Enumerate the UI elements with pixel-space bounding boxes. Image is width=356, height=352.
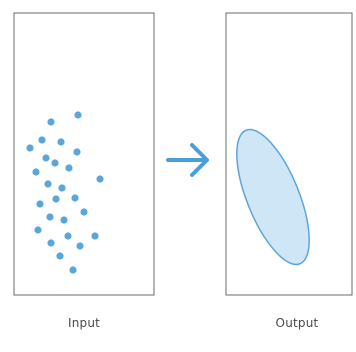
input-panel xyxy=(13,12,155,296)
input-point xyxy=(74,111,82,119)
input-point xyxy=(71,194,79,202)
input-point xyxy=(58,184,66,192)
input-point xyxy=(64,232,72,240)
input-point xyxy=(32,168,40,176)
input-point xyxy=(91,232,99,240)
input-point xyxy=(46,213,54,221)
input-points xyxy=(26,111,104,274)
input-point xyxy=(76,242,84,250)
output-ellipse xyxy=(236,128,310,266)
input-point xyxy=(52,195,60,203)
input-point xyxy=(36,200,44,208)
input-point xyxy=(44,180,52,188)
input-point xyxy=(65,164,73,172)
input-point xyxy=(57,138,65,146)
input-point xyxy=(47,118,55,126)
input-point xyxy=(26,144,34,152)
input-point xyxy=(51,159,59,167)
input-caption: Input xyxy=(67,316,101,330)
input-point xyxy=(73,148,81,156)
input-point xyxy=(34,226,42,234)
input-point xyxy=(60,216,68,224)
arrow-right-icon xyxy=(166,143,209,177)
input-point xyxy=(56,252,64,260)
input-point xyxy=(42,154,50,162)
input-point xyxy=(47,239,55,247)
output-caption: Output xyxy=(275,316,319,330)
input-point xyxy=(69,266,77,274)
input-point xyxy=(96,175,104,183)
input-point xyxy=(38,136,46,144)
input-point xyxy=(80,208,88,216)
